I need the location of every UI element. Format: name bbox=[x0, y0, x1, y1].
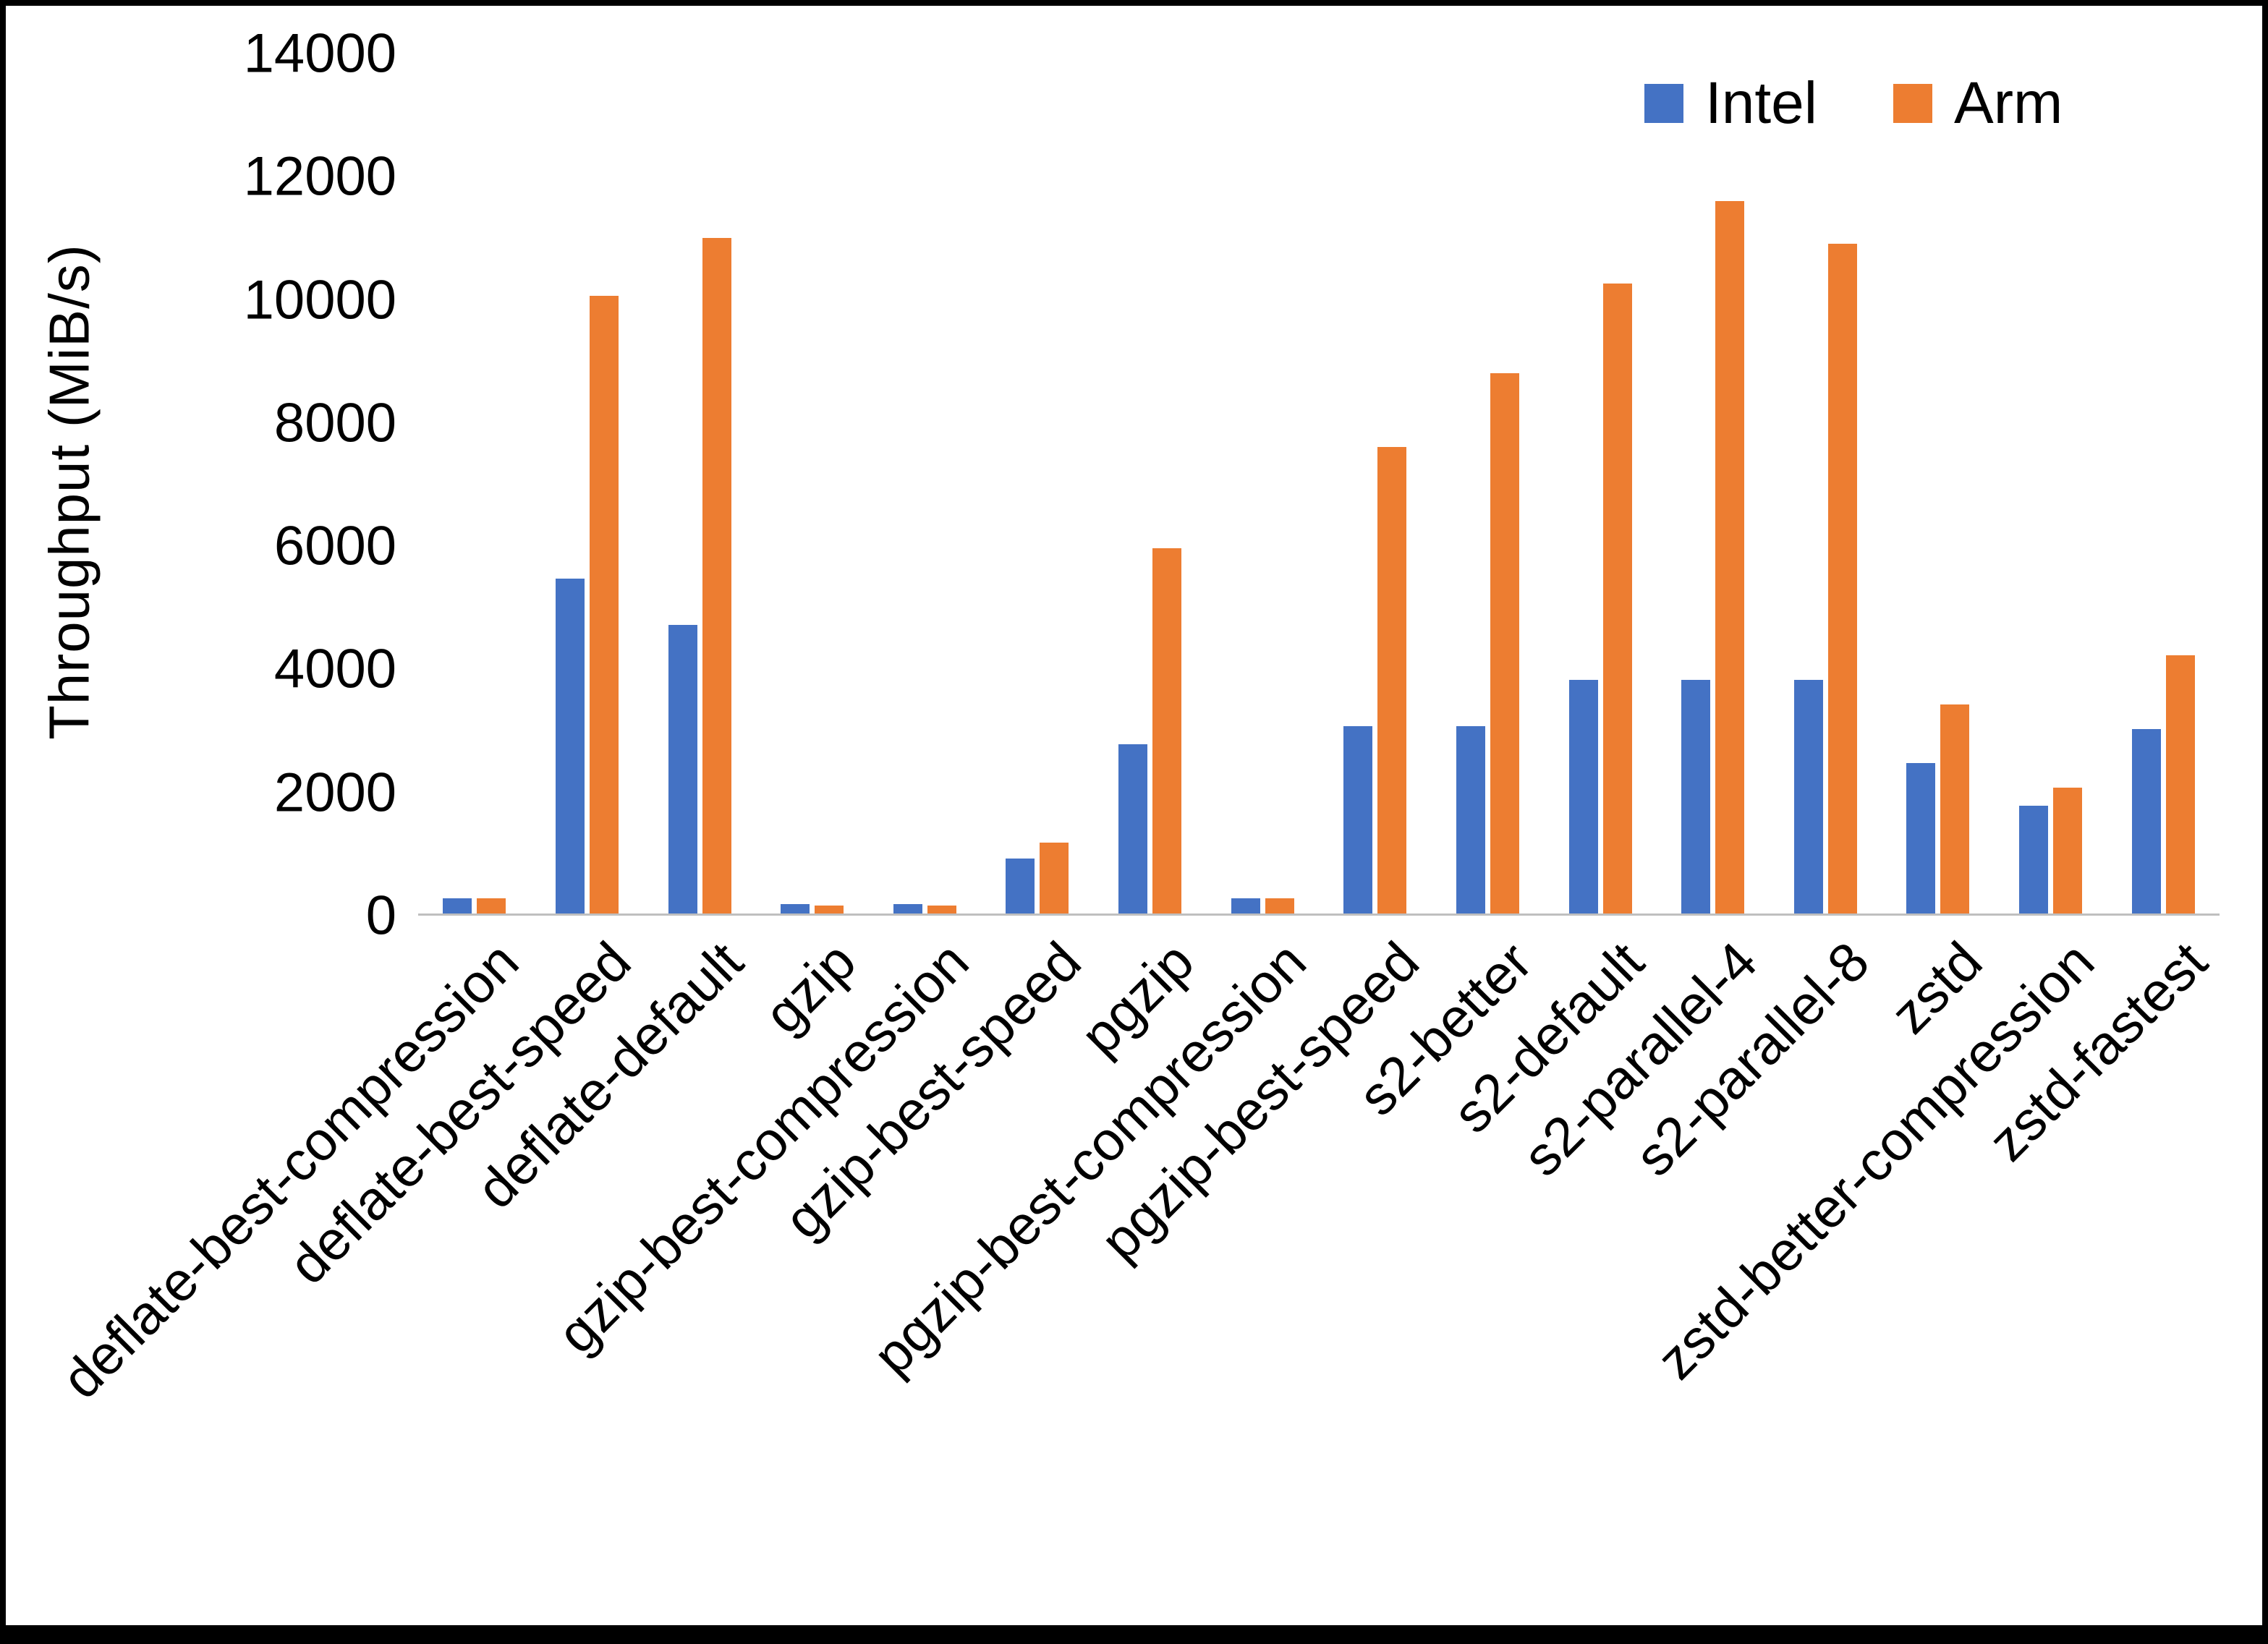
y-tick-label: 6000 bbox=[273, 515, 396, 577]
bar-arm bbox=[1602, 284, 1632, 913]
bar-intel bbox=[1906, 762, 1936, 913]
bar-arm bbox=[2053, 787, 2083, 913]
bar-intel bbox=[1681, 680, 1711, 913]
bar-group bbox=[1432, 54, 1545, 913]
bar-arm bbox=[1377, 446, 1407, 913]
bar-intel bbox=[1006, 858, 1035, 913]
legend: Intel Arm bbox=[1644, 69, 2063, 137]
bar-group bbox=[2107, 54, 2220, 913]
bar-group bbox=[1094, 54, 1207, 913]
bar-group bbox=[531, 54, 644, 913]
plot-area bbox=[418, 54, 2220, 916]
bar-arm bbox=[1265, 898, 1294, 913]
bar-group bbox=[756, 54, 869, 913]
bar-group bbox=[1995, 54, 2107, 913]
bar-arm bbox=[2165, 655, 2195, 913]
bar-intel bbox=[1118, 744, 1148, 913]
bar-intel bbox=[1343, 725, 1373, 913]
bar-intel bbox=[668, 624, 697, 913]
y-tick-label: 14000 bbox=[243, 22, 396, 85]
bar-intel bbox=[893, 904, 922, 913]
y-axis-title: Throughput (MiB/s) bbox=[37, 244, 101, 740]
bar-intel bbox=[555, 579, 585, 913]
bar-intel bbox=[781, 904, 810, 913]
bar-arm bbox=[1715, 200, 1745, 913]
x-axis-labels: deflate-best-compression deflate-best-spe… bbox=[50, 919, 2220, 1625]
legend-swatch-intel bbox=[1644, 84, 1683, 123]
y-tick-label: 10000 bbox=[243, 269, 396, 331]
bar-group bbox=[418, 54, 531, 913]
bar-group bbox=[1770, 54, 1882, 913]
bar-arm bbox=[1040, 843, 1069, 913]
bar-intel bbox=[1456, 725, 1485, 913]
bar-group bbox=[1882, 54, 1995, 913]
bar-arm bbox=[702, 237, 731, 913]
bar-intel bbox=[2019, 806, 2049, 913]
bar-intel bbox=[1231, 898, 1260, 913]
bar-arm bbox=[815, 905, 844, 913]
y-tick-label: 0 bbox=[365, 885, 396, 947]
legend-label: Arm bbox=[1954, 70, 2063, 136]
y-tick-label: 8000 bbox=[273, 392, 396, 454]
bar-arm bbox=[1827, 244, 1857, 913]
bar-arm bbox=[1490, 372, 1519, 913]
bar-intel bbox=[1793, 680, 1823, 913]
y-tick-label: 4000 bbox=[273, 638, 396, 700]
bar-group bbox=[869, 54, 982, 913]
bar-group bbox=[643, 54, 756, 913]
bar-arm bbox=[477, 898, 506, 913]
bar-arm bbox=[927, 905, 956, 913]
y-axis-tick-labels: 0 2000 4000 6000 8000 10000 12000 14000 bbox=[172, 23, 396, 947]
bar-group bbox=[1206, 54, 1319, 913]
bar-arm bbox=[589, 296, 619, 913]
legend-label: Intel bbox=[1705, 70, 1817, 136]
bar-intel bbox=[1568, 680, 1598, 913]
bar-group bbox=[981, 54, 1094, 913]
bar-arm bbox=[1152, 548, 1182, 913]
legend-item-intel: Intel bbox=[1644, 69, 1817, 137]
y-tick-label: 2000 bbox=[273, 762, 396, 824]
bar-intel bbox=[2131, 729, 2161, 913]
x-axis-label: deflate-best-compression bbox=[50, 930, 530, 1411]
legend-item-arm: Arm bbox=[1893, 69, 2063, 137]
bar-arm bbox=[1940, 704, 1970, 913]
bar-group bbox=[1319, 54, 1432, 913]
legend-swatch-arm bbox=[1893, 84, 1932, 123]
bar-intel bbox=[443, 898, 472, 913]
y-tick-label: 12000 bbox=[243, 145, 396, 208]
bar-group bbox=[1544, 54, 1657, 913]
bar-group bbox=[1657, 54, 1770, 913]
